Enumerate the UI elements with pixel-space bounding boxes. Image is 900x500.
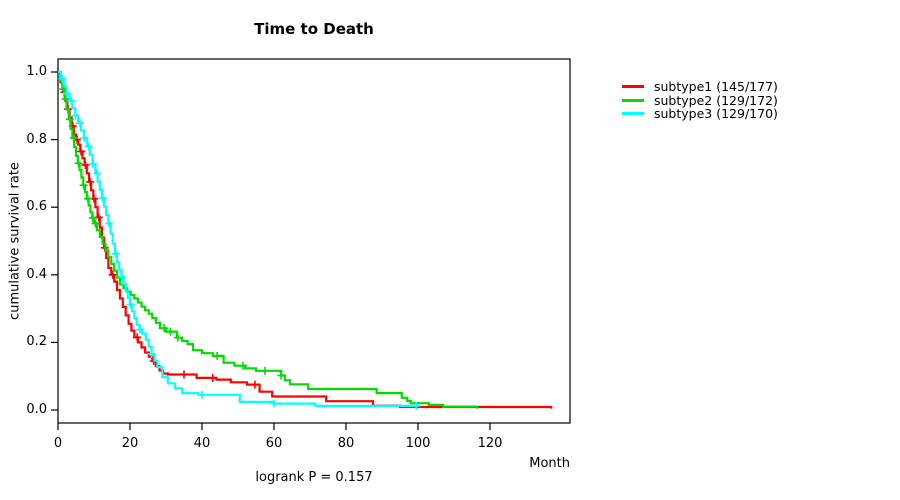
legend-line-swatch: [622, 112, 644, 116]
legend-label: subtype2 (129/172): [654, 92, 778, 108]
legend-line-swatch: [622, 85, 644, 89]
legend-label: subtype1 (145/177): [654, 79, 778, 95]
legend-line-swatch: [622, 98, 644, 102]
x-tick-label: 120: [477, 436, 503, 451]
y-tick-label: 0.2: [26, 334, 47, 350]
legend-row: subtype2 (129/172): [622, 94, 778, 108]
km-curve: [58, 70, 553, 409]
y-tick-label: 0.0: [26, 402, 47, 417]
x-tick-label: 0: [53, 436, 63, 451]
x-axis-label: Month: [529, 456, 570, 471]
y-tick-label: 0.8: [26, 131, 47, 147]
y-tick-label: 1.0: [26, 64, 47, 79]
km-curve: [58, 70, 417, 407]
x-tick-label: 20: [121, 436, 139, 451]
x-tick-label: 60: [265, 436, 283, 451]
chart-title: Time to Death: [254, 20, 374, 38]
y-tick-label: 0.4: [26, 266, 47, 282]
legend-label: subtype3 (129/170): [654, 106, 778, 122]
y-axis-label: cumulative survival rate: [7, 162, 23, 320]
plot-box: [57, 58, 571, 424]
x-tick-label: 40: [193, 436, 211, 451]
km-curve: [58, 70, 479, 409]
x-tick-label: 80: [337, 436, 355, 451]
y-tick-label: 0.6: [26, 199, 47, 215]
x-tick-label: 100: [405, 436, 431, 451]
legend: subtype1 (145/177) subtype2 (129/172) subt…: [622, 80, 778, 121]
legend-row: subtype3 (129/170): [622, 107, 778, 121]
legend-row: subtype1 (145/177): [622, 80, 778, 94]
logrank-pvalue: logrank P = 0.157: [255, 470, 373, 485]
